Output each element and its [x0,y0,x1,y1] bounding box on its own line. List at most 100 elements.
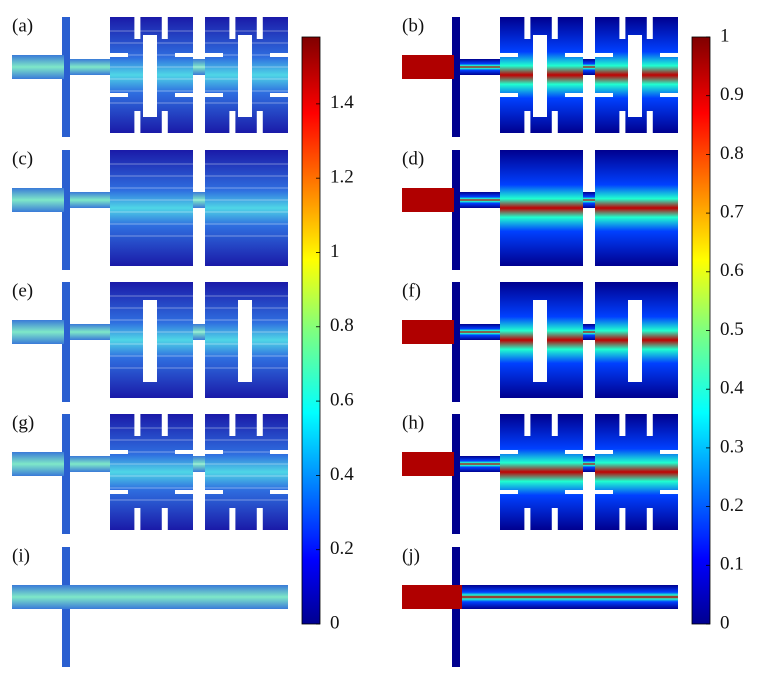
obstacle [143,300,157,382]
fin [205,93,223,97]
fin [524,508,531,530]
fin [134,17,141,39]
fin [646,17,653,39]
fin [229,414,236,436]
panel-label: (e) [12,280,33,301]
obstacle [533,300,547,382]
main-channel [460,192,500,208]
panel-label: (g) [12,412,34,433]
panel: (i) [12,545,288,667]
tick-label: 0.2 [720,495,744,516]
fin [134,508,141,530]
panel: (c) [12,148,288,270]
chamber [110,414,193,530]
obstacle [143,35,157,117]
main-channel [70,324,110,340]
fin [551,414,558,436]
obstacle [238,35,252,117]
colorbars: 0 0.2 0.4 0.6 0.8 1 1.2 1.4 0 0.1 0.2 0.3 0.4 0.5 0.6 0… [301,25,744,633]
panel: (d) [402,148,678,270]
fin [619,414,626,436]
fin [565,450,583,454]
tick-label: 1 [330,241,340,262]
side-channel [452,17,460,137]
tick-label: 0.8 [720,143,744,164]
chamber [500,414,583,530]
chamber [110,150,193,266]
fin [161,111,168,133]
obstacle [628,300,642,382]
inlet [12,585,72,609]
connector [583,324,595,340]
panel: (b) [402,15,678,137]
inlet [12,320,64,344]
connector [583,456,595,472]
fin [660,93,678,97]
tick-label: 0.4 [720,378,744,399]
main-channel [460,456,500,472]
colorbar [301,36,321,625]
chamber [500,150,583,266]
tick-label: 1.2 [330,167,354,188]
main-channel [70,59,110,75]
fin [595,450,613,454]
fin [524,17,531,39]
main-channel [460,324,500,340]
tick-label: 0.7 [720,201,744,222]
fin [270,93,288,97]
fin [619,17,626,39]
tick-label: 0.5 [720,319,744,340]
fin [565,490,583,494]
tick-label: 0.2 [330,538,354,559]
fin [175,93,193,97]
inlet [402,188,454,212]
fin [256,17,263,39]
chamber [205,414,288,530]
panel-label: (d) [402,148,424,169]
chamber [205,150,288,266]
tick-label: 1 [720,25,730,46]
obstacle [533,35,547,117]
panel-label: (h) [402,412,424,433]
side-channel [62,150,70,270]
side-channel [452,150,460,270]
inlet [402,55,454,79]
fin [256,111,263,133]
fin [565,53,583,57]
fin [619,111,626,133]
fin [660,450,678,454]
fin [161,508,168,530]
connector [583,192,595,208]
fin [646,508,653,530]
panel-label: (j) [402,545,420,566]
panel-label: (a) [12,15,33,36]
chamber [595,150,678,266]
side-channel [452,414,460,534]
fin [524,414,531,436]
fin [595,53,613,57]
connector [583,59,595,75]
fin [500,450,518,454]
fin [229,111,236,133]
tick-label: 0.9 [720,84,744,105]
fin [110,490,128,494]
fin [500,490,518,494]
main-channel [70,192,110,208]
fin [205,490,223,494]
fin [134,414,141,436]
panel: (a) [12,15,288,137]
tick-label: 0.3 [720,436,744,457]
tick-label: 1.4 [330,92,354,113]
side-channel [452,282,460,402]
tick-label: 0 [330,612,340,633]
fin [551,111,558,133]
fin [551,508,558,530]
fin [646,111,653,133]
chamber [595,414,678,530]
tick-label: 0.1 [720,554,744,575]
tick-label: 0.4 [330,464,354,485]
fin [229,508,236,530]
panels: (a) (b) (c) (d) (e) (f) (g) (h) (i) (j) [12,15,678,667]
fin [595,490,613,494]
tick-label: 0.8 [330,315,354,336]
